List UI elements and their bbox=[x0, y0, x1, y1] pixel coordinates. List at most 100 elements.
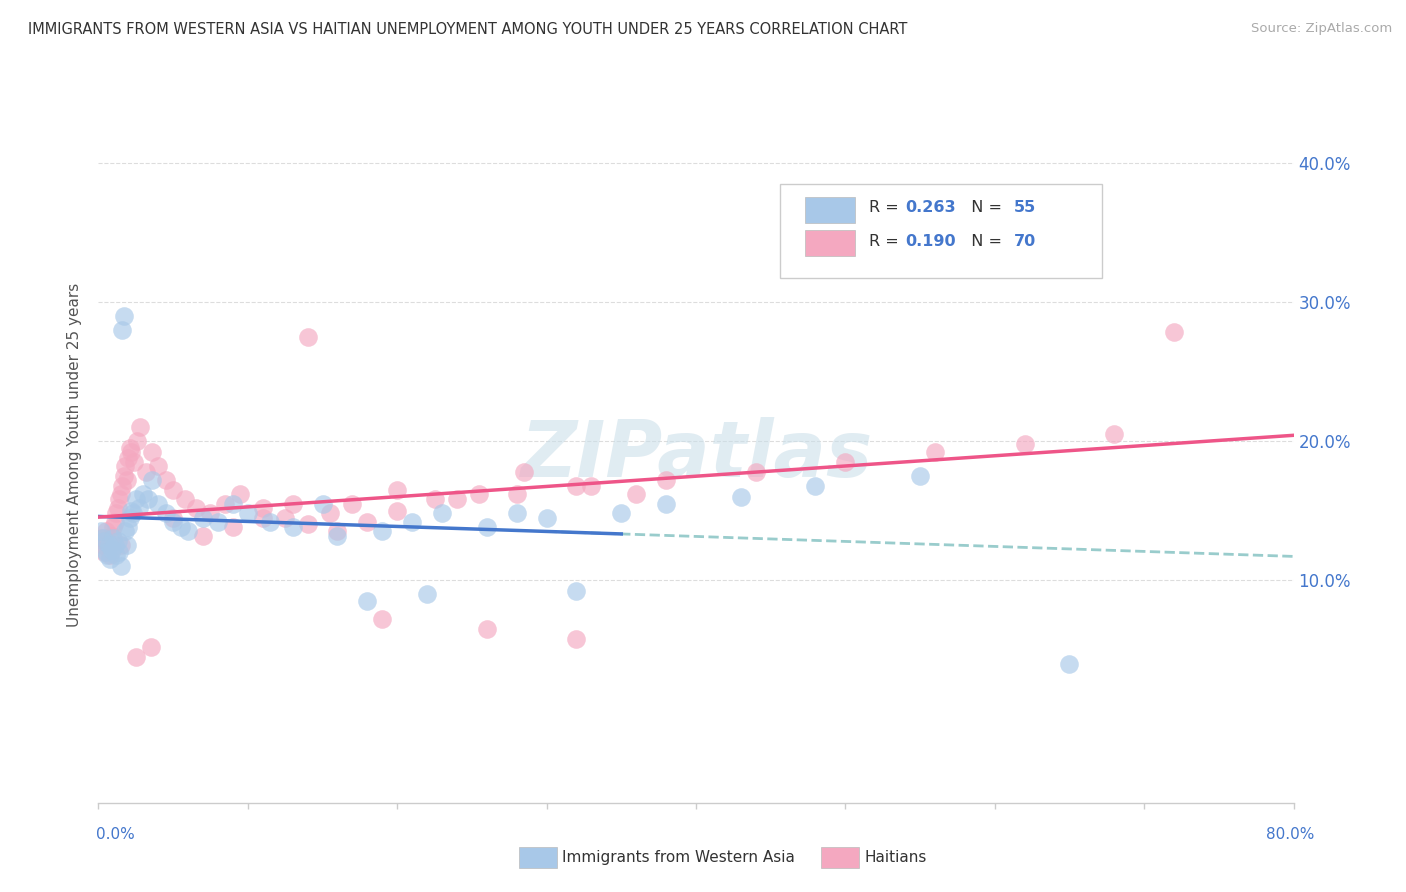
Point bbox=[385, 483, 409, 497]
Point bbox=[104, 538, 127, 552]
Text: Haitians: Haitians bbox=[865, 850, 927, 864]
Point bbox=[281, 520, 304, 534]
Point bbox=[141, 473, 163, 487]
Point bbox=[184, 500, 207, 515]
Point bbox=[90, 524, 112, 539]
Point bbox=[162, 510, 184, 524]
Text: Immigrants from Western Asia: Immigrants from Western Asia bbox=[562, 850, 796, 864]
Point bbox=[118, 441, 141, 455]
Point bbox=[565, 584, 588, 599]
Point bbox=[626, 487, 648, 501]
Point bbox=[281, 497, 304, 511]
Text: Source: ZipAtlas.com: Source: ZipAtlas.com bbox=[1251, 22, 1392, 36]
Point bbox=[127, 434, 149, 448]
Point bbox=[506, 487, 529, 501]
Point bbox=[120, 503, 142, 517]
Point bbox=[834, 455, 856, 469]
Point bbox=[91, 538, 114, 552]
Text: N =: N = bbox=[962, 234, 1008, 249]
Text: 0.263: 0.263 bbox=[905, 201, 956, 216]
Point bbox=[468, 487, 491, 501]
Point bbox=[513, 465, 536, 479]
Point bbox=[111, 478, 134, 492]
Point bbox=[222, 520, 245, 534]
Point bbox=[125, 492, 148, 507]
Text: N =: N = bbox=[962, 201, 1008, 216]
Text: R =: R = bbox=[869, 234, 904, 249]
Point bbox=[536, 510, 558, 524]
Point bbox=[136, 492, 159, 507]
Point bbox=[103, 520, 125, 534]
Point bbox=[1059, 657, 1081, 671]
Point bbox=[100, 548, 122, 562]
FancyBboxPatch shape bbox=[804, 230, 855, 256]
Point bbox=[118, 510, 141, 524]
Point bbox=[162, 515, 184, 529]
Point bbox=[105, 507, 128, 521]
Point bbox=[91, 532, 114, 546]
Point bbox=[745, 465, 768, 479]
Point bbox=[114, 458, 136, 473]
Point bbox=[100, 552, 122, 566]
Point bbox=[581, 478, 603, 492]
Point bbox=[104, 515, 127, 529]
Text: ZIPatlas: ZIPatlas bbox=[520, 417, 872, 493]
Point bbox=[191, 510, 214, 524]
Point bbox=[107, 500, 129, 515]
Point bbox=[129, 420, 152, 434]
Point bbox=[110, 487, 132, 501]
Point bbox=[730, 490, 752, 504]
Point bbox=[371, 612, 394, 626]
Point bbox=[804, 478, 827, 492]
Point bbox=[148, 497, 170, 511]
Point bbox=[97, 542, 120, 557]
Point bbox=[655, 497, 678, 511]
Point bbox=[356, 515, 378, 529]
Point bbox=[385, 503, 409, 517]
Point bbox=[297, 329, 319, 343]
Text: IMMIGRANTS FROM WESTERN ASIA VS HAITIAN UNEMPLOYMENT AMONG YOUTH UNDER 25 YEARS : IMMIGRANTS FROM WESTERN ASIA VS HAITIAN … bbox=[28, 22, 907, 37]
Point bbox=[430, 507, 453, 521]
Point bbox=[112, 309, 135, 323]
Point bbox=[222, 497, 245, 511]
Point bbox=[94, 524, 117, 539]
Point bbox=[155, 473, 177, 487]
Point bbox=[155, 507, 177, 521]
Point bbox=[141, 445, 163, 459]
Point bbox=[101, 542, 124, 557]
Point bbox=[274, 510, 297, 524]
Point bbox=[297, 517, 319, 532]
Point bbox=[610, 507, 633, 521]
Point bbox=[94, 545, 117, 559]
Point bbox=[259, 515, 281, 529]
Point bbox=[207, 515, 229, 529]
Point bbox=[128, 500, 150, 515]
Point bbox=[506, 507, 529, 521]
Point bbox=[342, 497, 364, 511]
Point bbox=[162, 483, 184, 497]
Point bbox=[148, 458, 170, 473]
Point bbox=[107, 534, 129, 549]
Point bbox=[103, 532, 125, 546]
Y-axis label: Unemployment Among Youth under 25 years: Unemployment Among Youth under 25 years bbox=[67, 283, 83, 627]
Point bbox=[326, 528, 349, 542]
Point bbox=[132, 487, 155, 501]
Point bbox=[169, 520, 191, 534]
Point bbox=[124, 455, 146, 469]
Point bbox=[252, 510, 274, 524]
Text: R =: R = bbox=[869, 201, 904, 216]
Point bbox=[117, 450, 139, 465]
Point bbox=[908, 468, 931, 483]
Point bbox=[110, 559, 132, 574]
Point bbox=[115, 538, 138, 552]
Point bbox=[311, 497, 333, 511]
Point bbox=[191, 528, 214, 542]
Point bbox=[108, 545, 131, 559]
Point bbox=[326, 524, 349, 539]
Point bbox=[90, 532, 112, 546]
Point bbox=[416, 587, 439, 601]
Point bbox=[1104, 427, 1126, 442]
FancyBboxPatch shape bbox=[779, 184, 1102, 277]
Point bbox=[475, 622, 498, 636]
Point bbox=[1014, 437, 1036, 451]
